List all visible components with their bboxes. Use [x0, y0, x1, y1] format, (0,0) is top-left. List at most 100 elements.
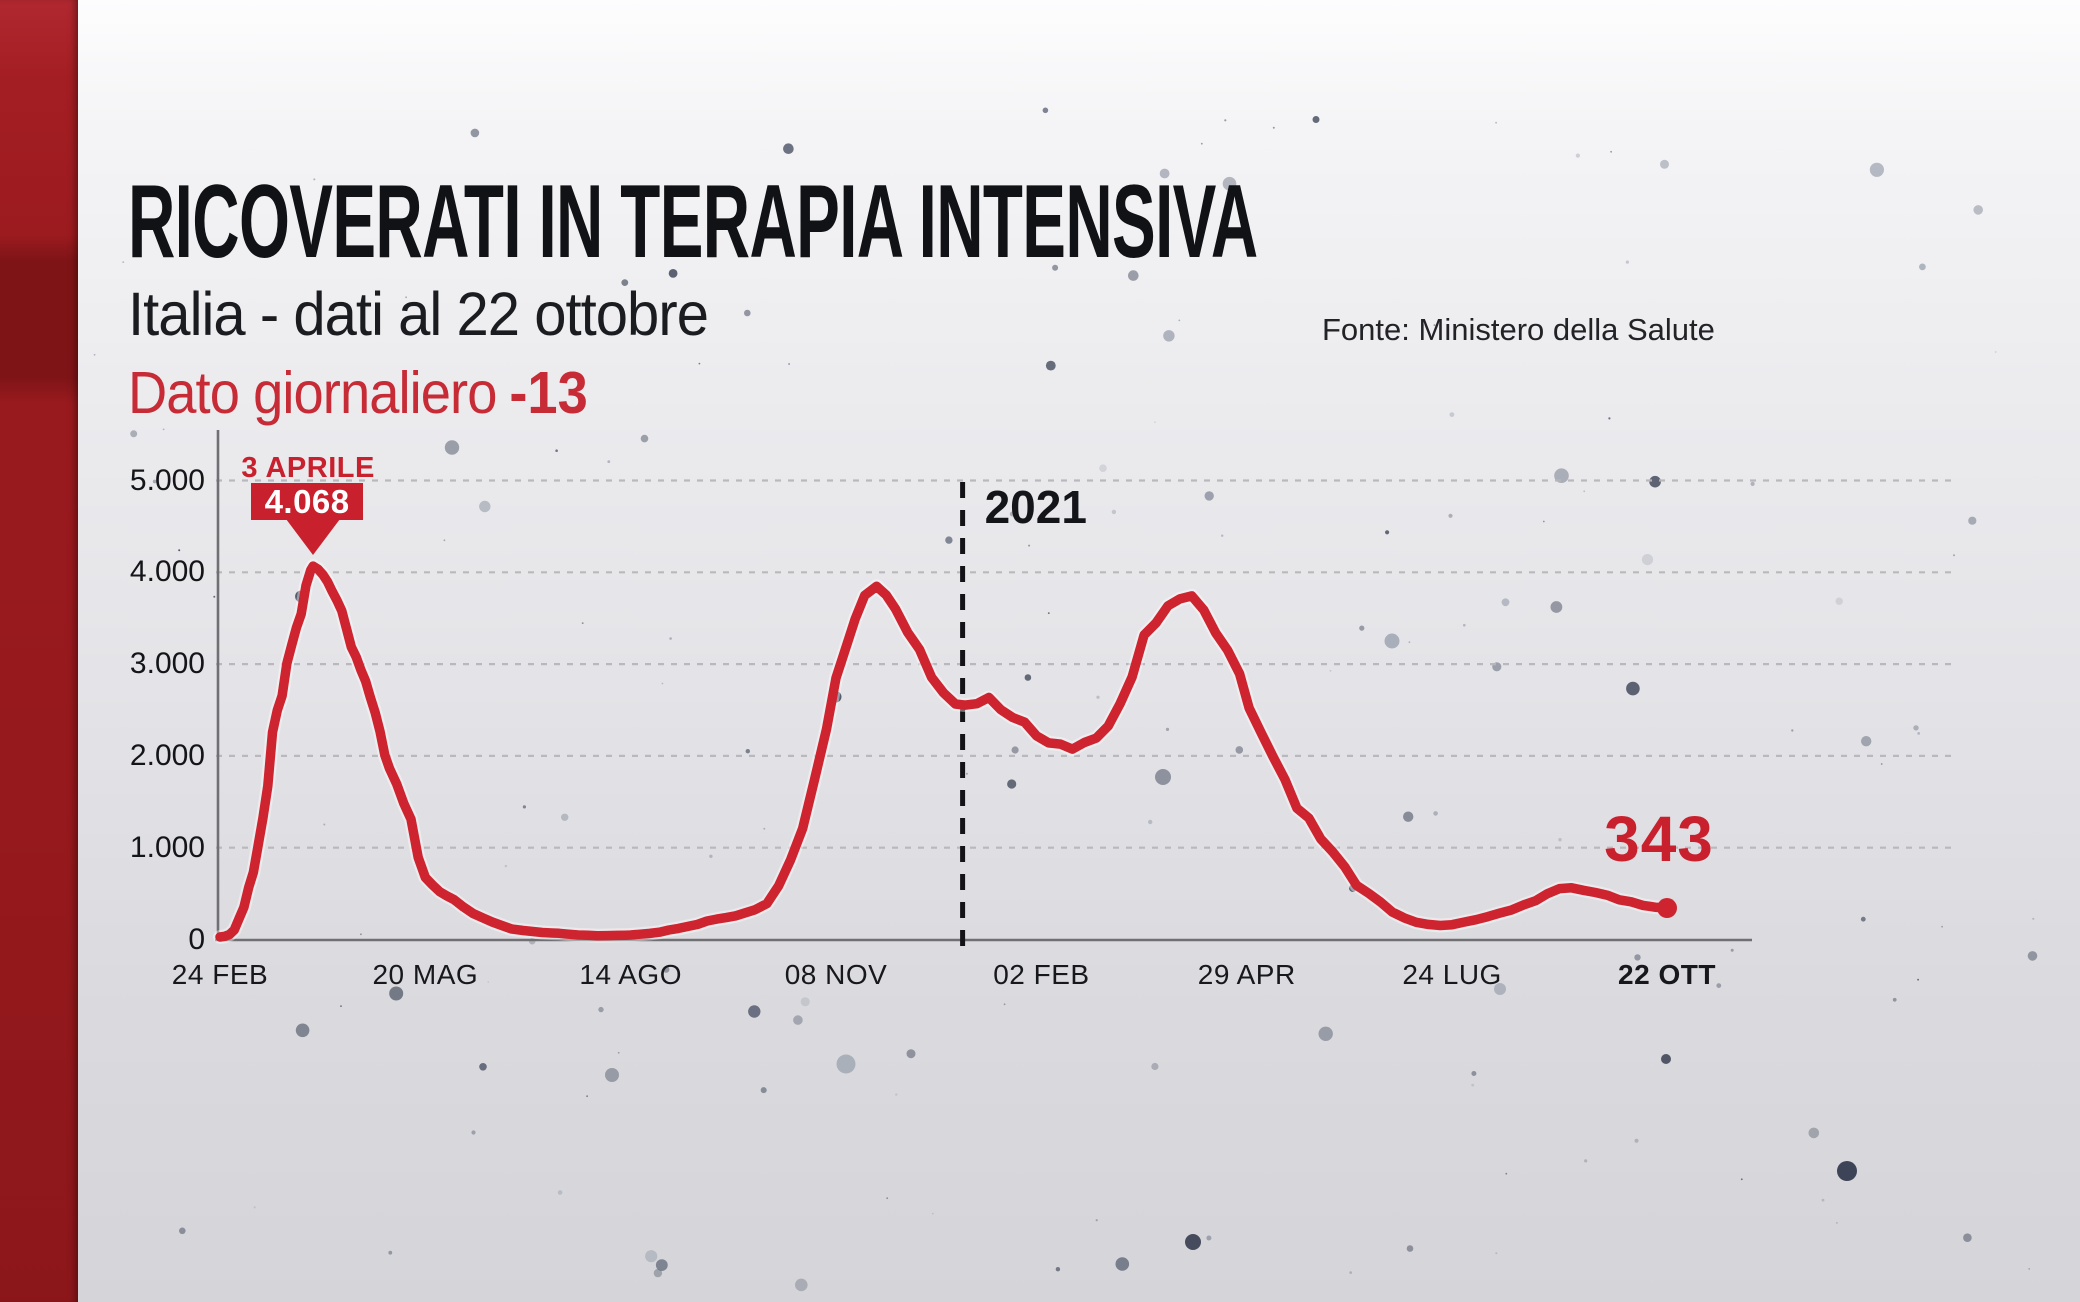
speckle-dot [1218, 981, 1220, 984]
speckle-dot [1554, 468, 1569, 484]
speckle-dot [581, 622, 584, 624]
speckle-dot [1185, 1234, 1201, 1250]
speckle-dot [1003, 1003, 1006, 1006]
peak-date-label: 3 APRILE [241, 452, 375, 484]
speckle-dot [357, 303, 360, 307]
speckle-dot [1649, 475, 1661, 488]
speckle-dot [179, 1227, 186, 1235]
speckle-dot [389, 986, 404, 1001]
speckle-dot [1045, 360, 1056, 371]
speckle-dot [1115, 1257, 1130, 1271]
speckle-dot [561, 813, 569, 821]
speckle-dot [2032, 917, 2035, 920]
speckle-dot [405, 296, 407, 299]
speckle-dot [1448, 513, 1453, 518]
speckle-dot [1165, 727, 1170, 732]
speckle-dot [653, 1268, 663, 1278]
speckle-dot [661, 682, 664, 685]
speckle-dot [479, 500, 491, 513]
speckle-dot [1880, 763, 1883, 765]
speckle-dot [1111, 509, 1117, 515]
speckle-dot [1151, 1062, 1159, 1071]
y-axis-label: 1.000 [129, 830, 205, 864]
daily-figure-label: Dato giornaliero [128, 360, 497, 426]
speckle-dot [93, 353, 96, 356]
speckle-dot [1821, 1198, 1825, 1202]
speckle-dot [253, 1206, 256, 1209]
speckle-dot [1385, 530, 1390, 535]
speckle-dot [1660, 159, 1669, 169]
speckle-dot [763, 827, 766, 830]
page-title: RICOVERATI IN TERAPIA INTENSIVA [128, 170, 1921, 274]
speckle-dot [443, 539, 446, 542]
speckle-dot [1433, 811, 1438, 816]
speckle-dot [479, 1063, 487, 1071]
series-line [215, 561, 1672, 942]
speckle-dot [1625, 260, 1629, 264]
speckle-dot [1047, 612, 1050, 614]
speckle-dot [1221, 534, 1224, 537]
peak-pointer-triangle-icon [286, 519, 341, 555]
x-axis-label: 22 OTT [1618, 959, 1716, 990]
speckle-dot [1312, 116, 1320, 123]
speckle-dot [1052, 264, 1059, 271]
speckle-dot [744, 309, 751, 317]
speckle-dot [906, 1049, 916, 1059]
speckle-dot [709, 854, 713, 858]
speckle-dot [1542, 520, 1545, 523]
speckle-dot [1608, 417, 1611, 420]
speckle-dot [1163, 330, 1175, 342]
series-halo [213, 559, 1674, 944]
speckle-dot [1837, 1161, 1857, 1181]
speckle-dot [1968, 516, 1977, 525]
speckle-dot [1318, 1026, 1333, 1042]
speckle-dot [645, 1250, 658, 1263]
speckle-dot [1433, 324, 1436, 327]
latest-value-label: 343 [1604, 803, 1714, 875]
speckle-dot [1941, 925, 1943, 928]
brand-red-sidebar [0, 0, 78, 1302]
speckle-dot [1235, 746, 1244, 754]
speckle-dot [748, 1005, 761, 1018]
speckle-dot [557, 1190, 563, 1195]
speckle-dot [1471, 1083, 1475, 1087]
speckle-dot [1494, 983, 1506, 995]
speckle-dot [895, 1093, 898, 1096]
speckle-dot [1505, 1172, 1508, 1175]
speckle-dot [1154, 421, 1156, 424]
speckle-dot [1155, 769, 1171, 785]
speckle-dot [162, 428, 165, 431]
speckle-dot [2027, 951, 2038, 961]
speckle-dot [1009, 511, 1015, 517]
speckle-dot [1575, 153, 1580, 158]
speckle-dot [1917, 732, 1921, 735]
speckle-dot [1495, 121, 1497, 124]
speckle-dot [1661, 1054, 1671, 1064]
speckle-dot [1861, 736, 1872, 747]
speckle-dot [1913, 725, 1919, 731]
speckle-dot [1095, 1219, 1098, 1222]
speckle-dot [1408, 641, 1411, 644]
speckle-dot [178, 549, 181, 552]
speckle-dot [788, 363, 790, 365]
speckle-dot [295, 1023, 310, 1038]
speckle-dot [1272, 126, 1275, 129]
speckle-dot [1892, 997, 1897, 1002]
speckle-dot [669, 637, 672, 640]
daily-figure-line: Dato giornaliero -13 [128, 364, 628, 423]
speckle-dot [760, 1087, 767, 1094]
speckle-dot [1224, 119, 1227, 122]
y-axis-label: 0 [188, 922, 205, 956]
speckle-dot [1953, 554, 1955, 557]
speckle-dot [122, 261, 125, 263]
speckle-dot [1471, 1071, 1477, 1076]
speckle-dot [2028, 1268, 2031, 1270]
source-credit: Fonte: Ministero della Salute [1322, 312, 1715, 347]
page-subtitle: Italia - dati al 22 ottobre [128, 284, 739, 345]
x-axis-label: 24 LUG [1402, 959, 1502, 990]
speckle-dot [340, 1005, 342, 1007]
speckle-dot [800, 997, 810, 1007]
speckle-dot [1204, 491, 1214, 501]
